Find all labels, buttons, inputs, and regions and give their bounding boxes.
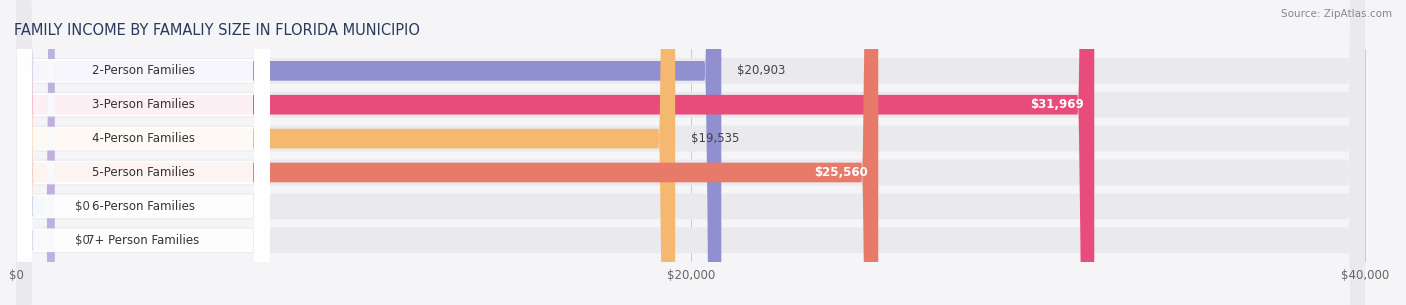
FancyBboxPatch shape [17, 0, 270, 305]
FancyBboxPatch shape [17, 0, 675, 305]
Text: 3-Person Families: 3-Person Families [91, 98, 194, 111]
Text: $0: $0 [75, 234, 90, 247]
FancyBboxPatch shape [17, 0, 1365, 305]
FancyBboxPatch shape [17, 0, 1365, 305]
FancyBboxPatch shape [17, 0, 1365, 305]
FancyBboxPatch shape [17, 0, 721, 305]
Text: 6-Person Families: 6-Person Families [91, 200, 194, 213]
Text: 5-Person Families: 5-Person Families [91, 166, 194, 179]
FancyBboxPatch shape [17, 0, 270, 305]
FancyBboxPatch shape [17, 0, 55, 305]
FancyBboxPatch shape [17, 0, 879, 305]
FancyBboxPatch shape [17, 0, 270, 305]
FancyBboxPatch shape [17, 0, 1365, 305]
Text: $19,535: $19,535 [692, 132, 740, 145]
Text: 7+ Person Families: 7+ Person Families [87, 234, 200, 247]
FancyBboxPatch shape [17, 0, 270, 305]
FancyBboxPatch shape [17, 0, 55, 305]
FancyBboxPatch shape [17, 0, 1094, 305]
FancyBboxPatch shape [17, 0, 270, 305]
Text: $25,560: $25,560 [814, 166, 868, 179]
Text: 4-Person Families: 4-Person Families [91, 132, 194, 145]
Text: $0: $0 [75, 200, 90, 213]
Text: Source: ZipAtlas.com: Source: ZipAtlas.com [1281, 9, 1392, 19]
Text: $31,969: $31,969 [1029, 98, 1084, 111]
Text: FAMILY INCOME BY FAMALIY SIZE IN FLORIDA MUNICIPIO: FAMILY INCOME BY FAMALIY SIZE IN FLORIDA… [14, 23, 420, 38]
FancyBboxPatch shape [17, 0, 270, 305]
Text: 2-Person Families: 2-Person Families [91, 64, 194, 77]
Text: $20,903: $20,903 [738, 64, 786, 77]
FancyBboxPatch shape [17, 0, 1365, 305]
FancyBboxPatch shape [17, 0, 1365, 305]
